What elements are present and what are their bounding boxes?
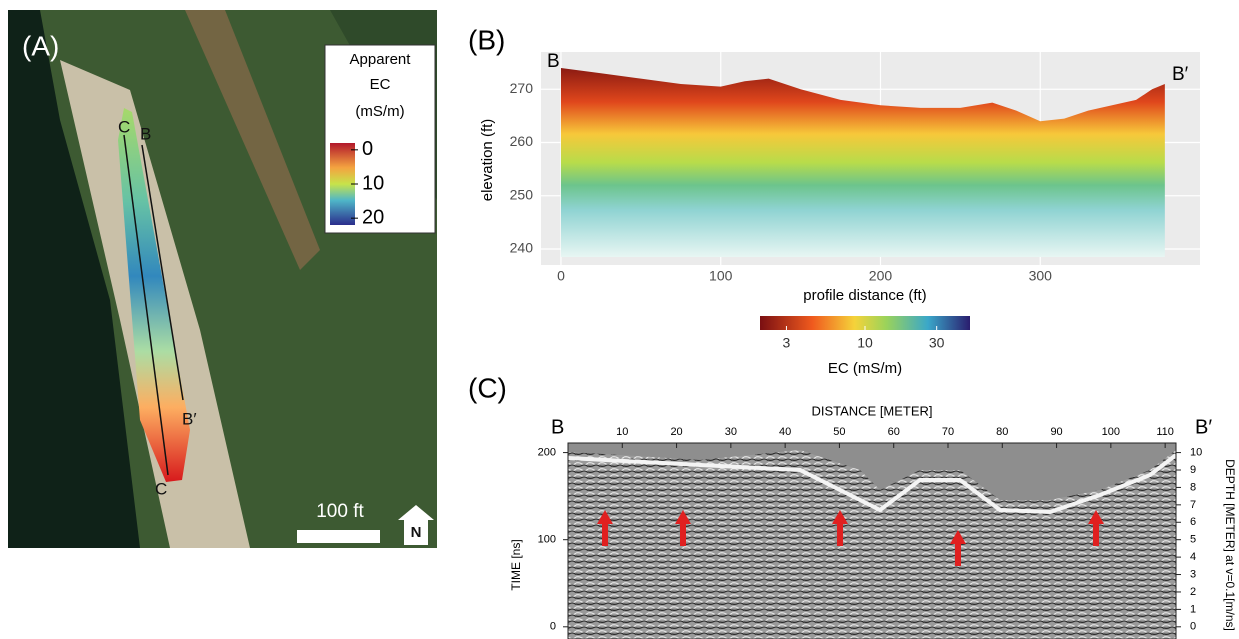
x-tick-label: 100 [709, 268, 733, 284]
axis-title: TIME [ns] [509, 539, 523, 590]
profile-end: B′ [1172, 64, 1189, 85]
y2-tick-label: 4 [1190, 551, 1196, 563]
colorbar-title: EC (mS/m) [828, 360, 902, 377]
x-tick-label: 100 [1102, 426, 1120, 438]
map [8, 10, 437, 548]
x-tick-label: 200 [869, 268, 893, 284]
arrow [1088, 510, 1104, 546]
north-arrow: N [411, 524, 422, 541]
surface-reflection [567, 453, 1178, 515]
x-tick-label: 10 [616, 426, 628, 438]
x-tick-label: 30 [725, 426, 737, 438]
y2-tick-label: 7 [1190, 499, 1196, 511]
colorbar-tick-label: 30 [929, 335, 945, 351]
colorbar [760, 316, 970, 330]
panel-c: 10 20 30 40 50 60 70 80 90 100 110 0 100 200 0 1 2 3 4 5 6 7 8… [468, 372, 1237, 639]
x-tick-label: 110 [1156, 426, 1174, 438]
y2-tick-label: 0 [1190, 621, 1196, 633]
panel-b: 240 250 260 270 0 100 200 300 profile distance (… [468, 24, 1200, 377]
y2-tick-label: 9 [1190, 464, 1196, 476]
x-tick-label: 70 [942, 426, 954, 438]
x-tick-label: 300 [1029, 268, 1053, 284]
x-tick-label: 80 [996, 426, 1008, 438]
arrow [597, 510, 613, 546]
arrow [950, 530, 966, 566]
air-layer [568, 443, 1176, 500]
y2-tick-label: 3 [1190, 568, 1196, 580]
x-tick-label: 0 [557, 268, 565, 284]
track-label: B′ [182, 409, 197, 428]
x-tick-label: 20 [670, 426, 682, 438]
track-label: C [118, 117, 130, 136]
axis-title: DISTANCE [METER] [811, 403, 932, 418]
y2-tick-label: 8 [1190, 481, 1196, 493]
arrow [675, 510, 691, 546]
scale-bar-label: 100 ft [316, 501, 364, 522]
y2-tick-label: 5 [1190, 534, 1196, 546]
ec-profile [560, 67, 1165, 257]
x-tick-label: 50 [833, 426, 845, 438]
colorbar-tick-label: 10 [857, 335, 873, 351]
legend-title: Apparent [350, 51, 412, 68]
arrow [832, 510, 848, 546]
y-tick-label: 250 [510, 186, 534, 202]
y2-tick-label: 2 [1190, 586, 1196, 598]
x-tick-label: 60 [888, 426, 900, 438]
y-tick-label: 240 [510, 240, 534, 256]
y-tick-label: 200 [538, 446, 556, 458]
legend-tick-label: 20 [362, 206, 384, 228]
x-tick-label: 90 [1050, 426, 1062, 438]
panel-label: (A) [22, 30, 59, 61]
legend-title: (mS/m) [355, 103, 404, 120]
axis-title: profile distance (ft) [803, 287, 926, 304]
colorbar-tick-label: 3 [783, 335, 791, 351]
panel-label: (B) [468, 24, 505, 55]
axis-title: DEPTH [METER] at v=0.1[m/ns] [1223, 459, 1237, 631]
y-tick-label: 270 [510, 80, 534, 96]
frame [567, 442, 1177, 639]
legend-tick-label: 10 [362, 172, 384, 194]
y2-tick-label: 10 [1190, 446, 1202, 458]
y2-tick-label: 1 [1190, 603, 1196, 615]
y-tick-label: 100 [538, 534, 556, 546]
legend-tick-label: 0 [362, 138, 373, 160]
profile-end: B′ [1195, 416, 1212, 438]
x-tick-label: 40 [779, 426, 791, 438]
profile-end: B [551, 416, 564, 438]
track-label: B [140, 124, 151, 143]
y-tick-label: 0 [550, 621, 556, 633]
y-tick-label: 260 [510, 133, 534, 149]
profile-end: B [547, 51, 560, 72]
panel-label: (C) [468, 372, 507, 403]
y2-tick-label: 6 [1190, 516, 1196, 528]
axis-title: elevation (ft) [479, 119, 496, 202]
track-label: C [155, 479, 167, 498]
legend-title: EC [370, 76, 391, 93]
